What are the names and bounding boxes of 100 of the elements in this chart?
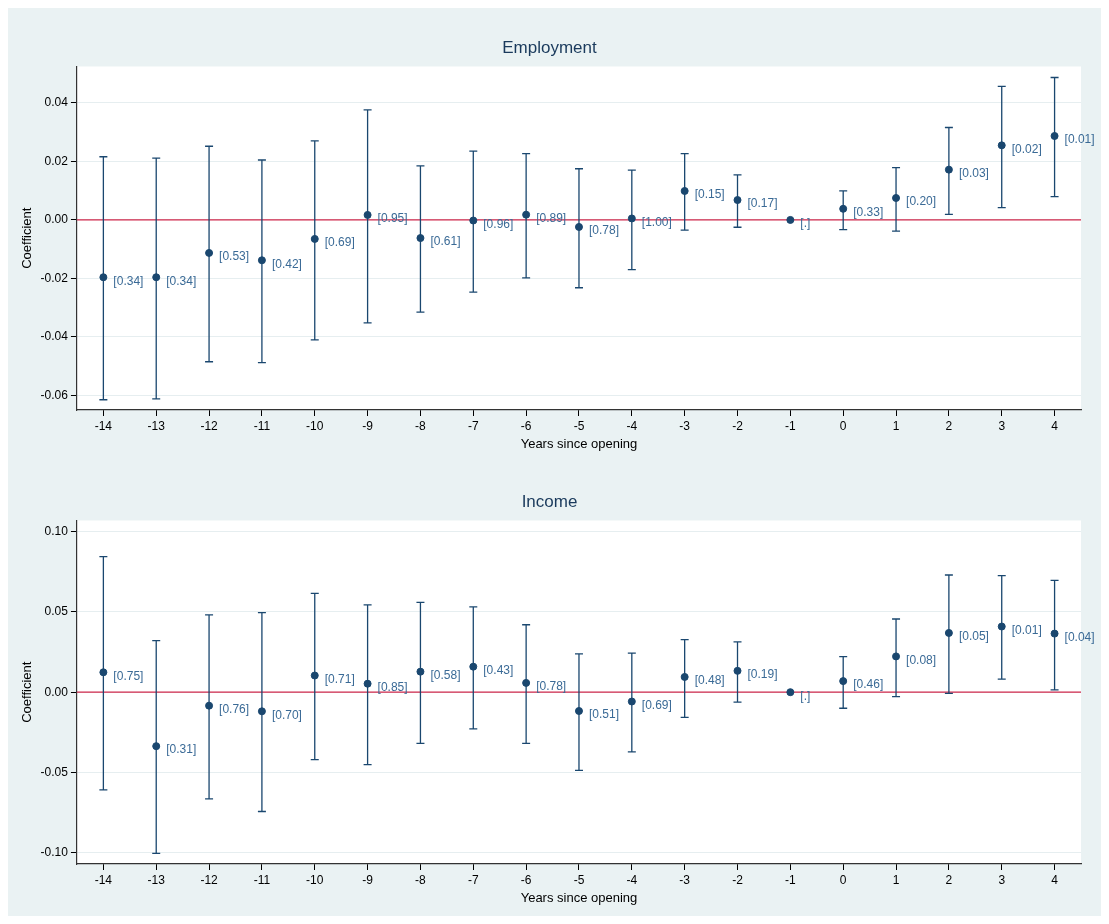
point — [839, 677, 848, 686]
annotation: [0.61] — [430, 234, 461, 249]
point — [627, 697, 636, 706]
annotation: [0.78] — [536, 679, 567, 694]
point — [152, 273, 161, 282]
x-tick-label: -13 — [147, 872, 166, 887]
x-tick-label: -1 — [785, 872, 797, 887]
x-tick-label: -4 — [626, 418, 638, 433]
point — [310, 671, 319, 680]
annotation: [0.34] — [166, 273, 197, 288]
annotation: [0.78] — [588, 223, 620, 238]
x-tick-label: 2 — [945, 418, 953, 433]
x-tick-label: -5 — [573, 418, 585, 433]
point — [892, 652, 901, 661]
x-tick-label: 1 — [892, 418, 900, 433]
point — [469, 216, 478, 225]
x-tick-label: 2 — [945, 872, 953, 887]
x-tick-label: -5 — [573, 872, 585, 887]
x-tick-label: -2 — [732, 872, 744, 887]
point — [416, 234, 425, 243]
y-tick-label: -0.06 — [40, 387, 69, 402]
annotation: [0.01] — [1011, 622, 1042, 637]
x-tick-label: 3 — [998, 872, 1006, 887]
x-tick-label: -14 — [94, 872, 113, 887]
point — [680, 672, 689, 681]
annotation: [0.01] — [1064, 132, 1095, 147]
annotation: [0.31] — [166, 742, 197, 757]
point — [1050, 132, 1059, 140]
annotation: [0.85] — [377, 680, 408, 694]
point — [786, 215, 795, 224]
x-tick-label: -8 — [415, 418, 427, 433]
x-tick-label: -8 — [415, 872, 427, 887]
point — [363, 679, 372, 688]
annotation: [0.04] — [1064, 629, 1095, 644]
x-tick-label: -11 — [253, 418, 271, 433]
annotation: [0.43] — [483, 662, 514, 677]
y-axis-title: Coefficient — [19, 661, 35, 723]
point — [627, 214, 636, 223]
point — [257, 707, 266, 716]
annotation: [0.75] — [113, 668, 144, 683]
point — [469, 662, 478, 671]
point — [997, 141, 1006, 150]
x-tick-label: -12 — [200, 872, 219, 887]
y-tick-label: -0.10 — [40, 845, 69, 860]
x-tick-label: -9 — [362, 418, 374, 433]
annotation: [0.20] — [906, 194, 937, 209]
y-tick-label: -0.05 — [40, 764, 69, 779]
annotation: [0.33] — [853, 205, 884, 220]
annotation: [0.15] — [694, 187, 725, 202]
point — [786, 688, 795, 697]
annotation: [0.34] — [113, 273, 144, 288]
x-tick-label: 3 — [998, 418, 1006, 433]
annotation: [0.53] — [219, 249, 250, 264]
annotation: [0.17] — [747, 196, 778, 211]
point — [574, 222, 583, 231]
annotation: [0.19] — [747, 667, 778, 682]
x-tick-label: 0 — [839, 872, 847, 887]
annotation: [0.42] — [271, 256, 302, 271]
point — [680, 186, 689, 195]
annotation: [0.51] — [588, 707, 620, 722]
x-tick-label: 1 — [892, 872, 900, 887]
point — [522, 210, 531, 219]
x-tick-label: 4 — [1051, 418, 1059, 433]
point — [310, 234, 319, 243]
point — [522, 678, 531, 687]
x-tick-label: -7 — [467, 418, 479, 433]
point — [733, 196, 742, 205]
x-axis-title: Years since opening — [520, 889, 638, 905]
x-tick-label: -14 — [94, 418, 113, 433]
point — [152, 742, 161, 751]
x-tick-label: -10 — [306, 872, 324, 887]
y-tick-label: 0.02 — [44, 153, 69, 168]
annotation: [0.03] — [958, 165, 989, 180]
point — [416, 667, 425, 676]
x-tick-label: -4 — [626, 872, 638, 887]
point — [944, 165, 953, 174]
annotation: [0.71] — [324, 671, 355, 686]
x-tick-label: -3 — [679, 872, 691, 887]
point — [99, 273, 108, 282]
annotation: [.] — [800, 216, 811, 231]
point — [733, 666, 742, 675]
y-tick-label: -0.04 — [40, 329, 69, 344]
point — [574, 706, 583, 715]
annotation: [0.46] — [853, 677, 884, 692]
y-tick-label: 0.04 — [44, 95, 69, 110]
x-tick-label: 4 — [1051, 872, 1059, 887]
x-tick-label: -6 — [520, 872, 532, 887]
point — [257, 256, 266, 265]
x-tick-label: -10 — [306, 418, 324, 433]
point — [839, 204, 848, 213]
x-axis-title: Years since opening — [520, 435, 638, 451]
annotation: [0.48] — [694, 673, 725, 688]
point — [205, 701, 214, 710]
annotation: [.] — [800, 688, 811, 703]
point — [1050, 629, 1059, 638]
point — [892, 193, 901, 202]
annotation: [0.08] — [906, 652, 937, 667]
annotation: [0.69] — [324, 235, 355, 250]
x-tick-label: -7 — [467, 872, 479, 887]
point — [363, 210, 372, 219]
